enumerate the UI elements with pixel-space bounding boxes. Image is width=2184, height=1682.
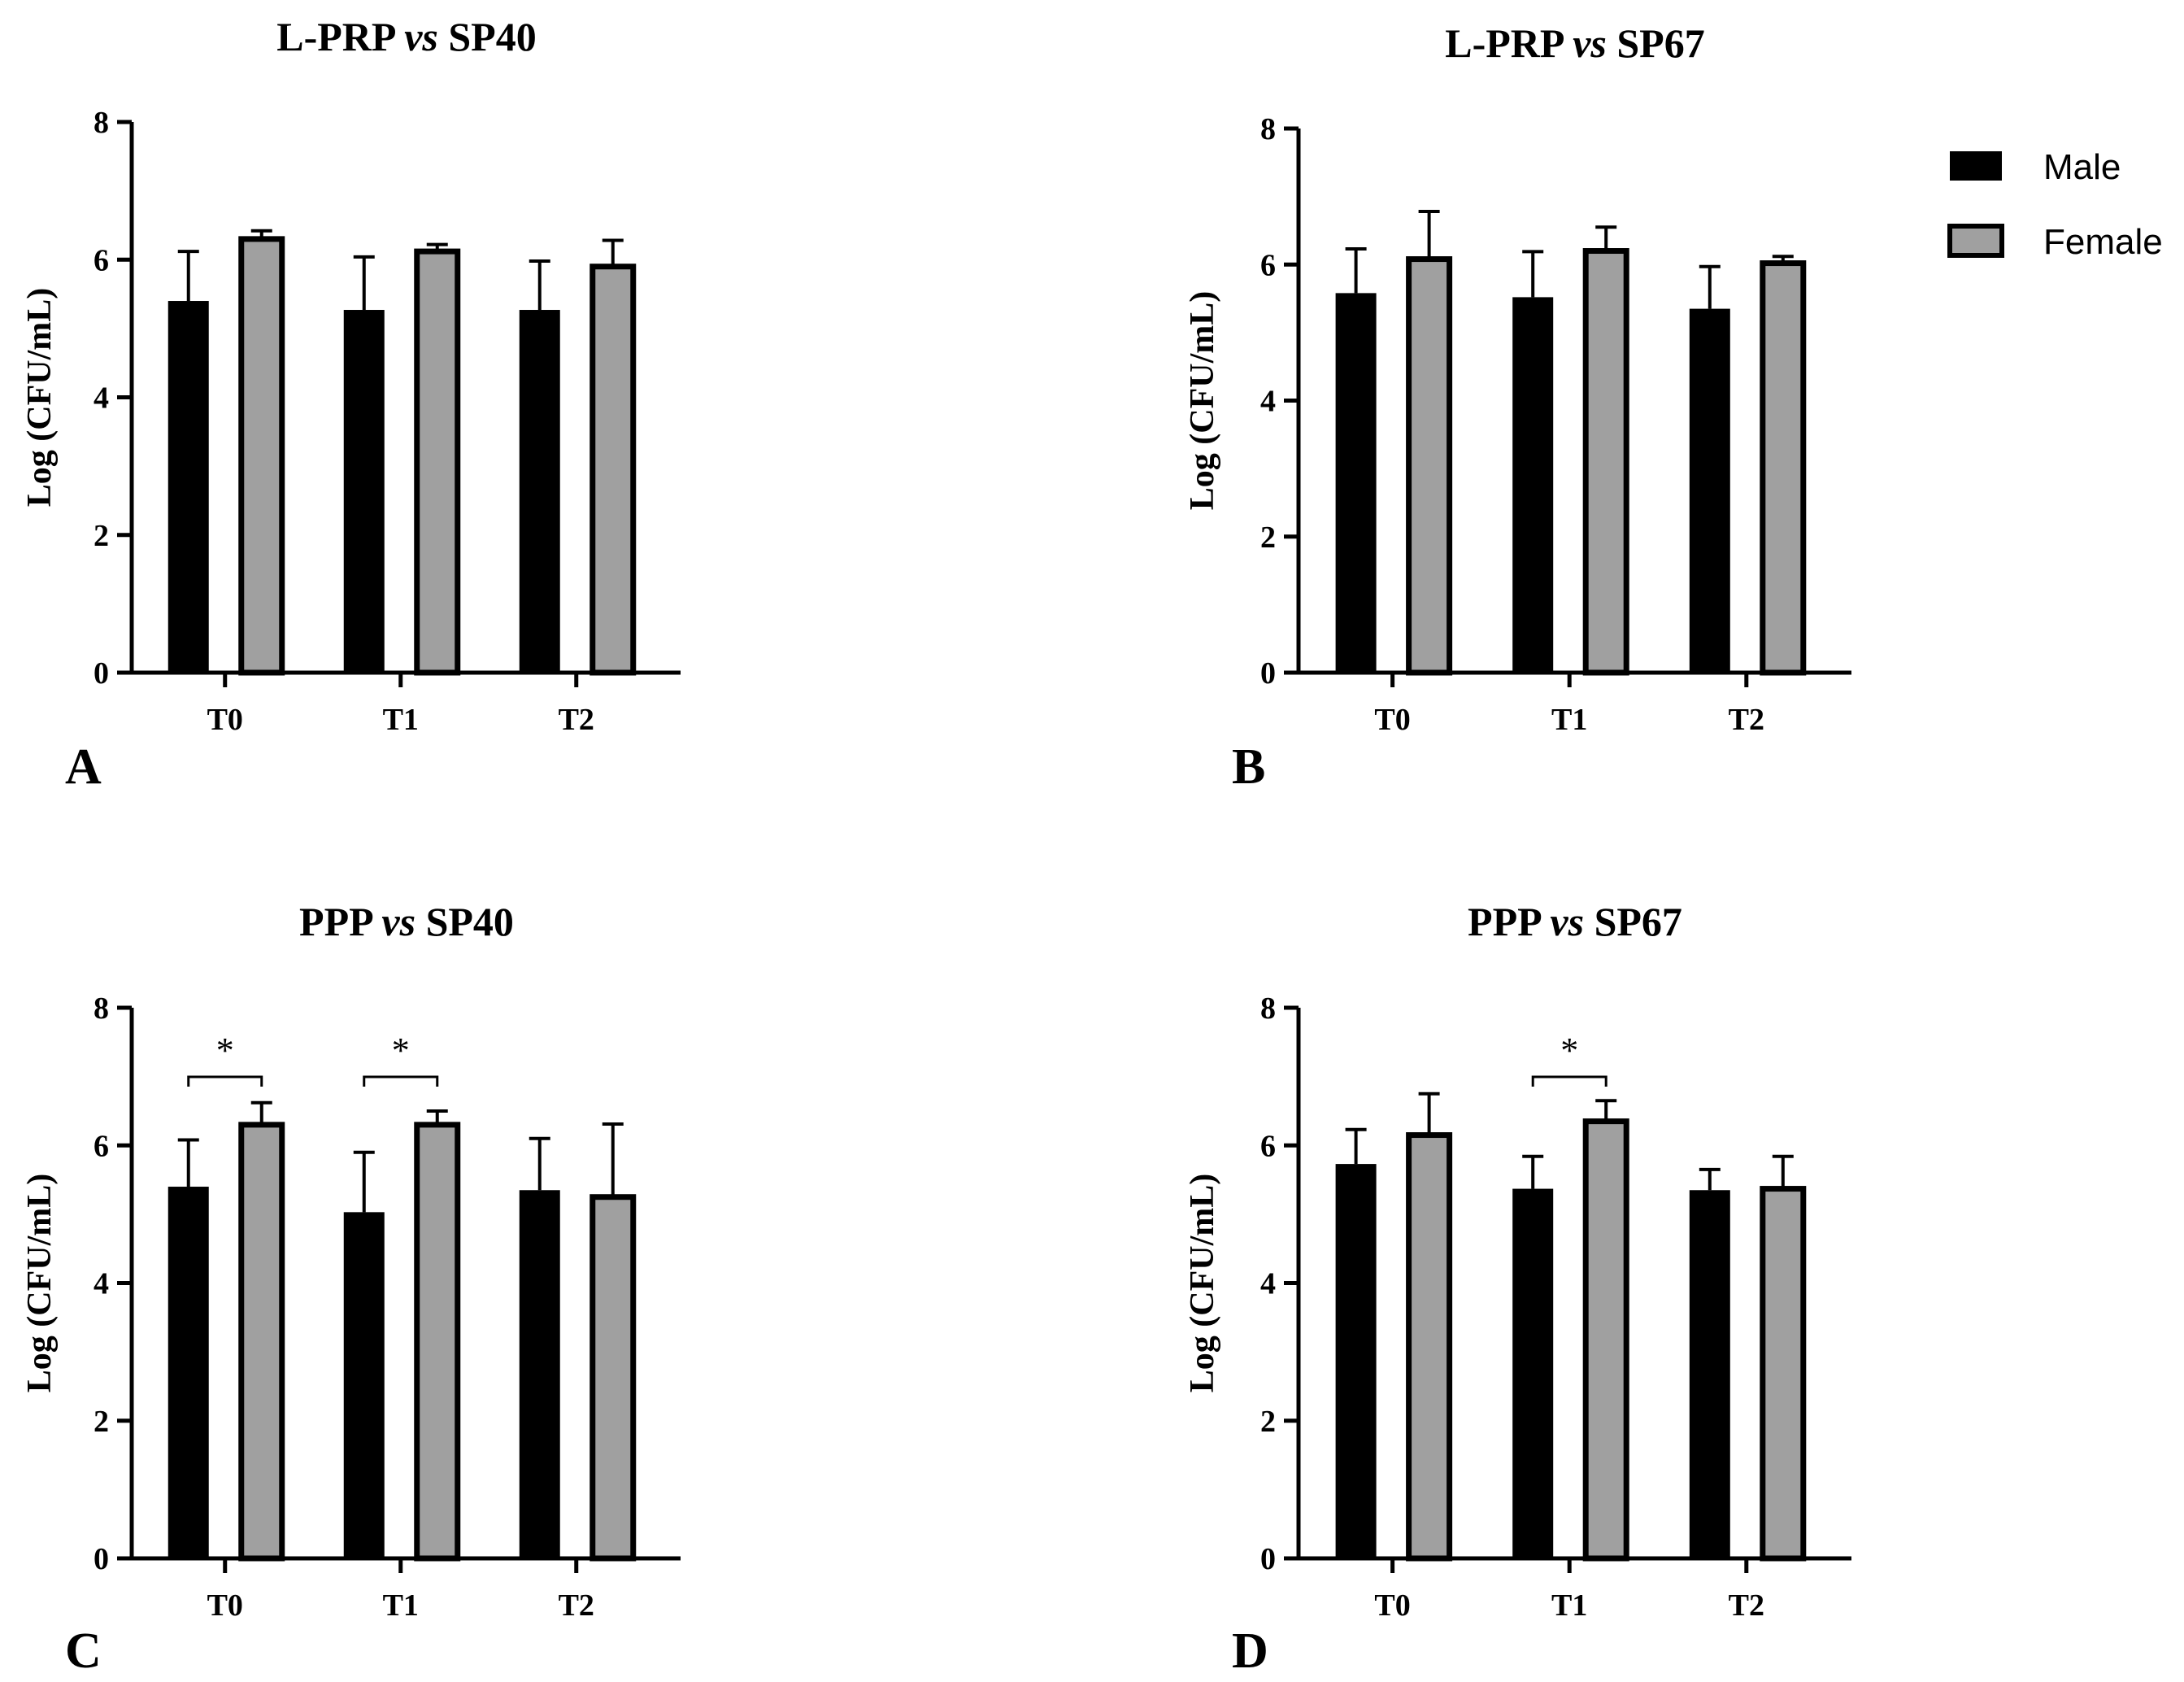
x-tick-label: T0	[207, 1588, 243, 1623]
bar-female-t2	[1760, 260, 1807, 676]
panel-c: PPP vs SP40 0 2 4 6 8 Log (CFU/mL) T0 T1 T2 * * C	[21, 899, 681, 1679]
y-tick-label: 0	[94, 656, 109, 691]
significance-star: *	[1560, 1031, 1578, 1070]
bar-female-t1	[1582, 248, 1629, 676]
y-tick-label: 8	[94, 106, 109, 140]
y-tick-label: 6	[1260, 248, 1276, 282]
x-tick-label: T2	[1729, 1588, 1764, 1623]
bar-male-t1	[1512, 1188, 1554, 1558]
y-tick-label: 4	[1260, 385, 1276, 419]
panel-label: D	[1232, 1623, 1268, 1679]
legend-label-male: Male	[2043, 147, 2121, 187]
chart-title: PPP vs SP40	[299, 899, 514, 944]
bar-female-t0	[1406, 256, 1453, 676]
y-tick-label: 0	[94, 1542, 109, 1576]
bar-male-t0	[167, 1187, 209, 1558]
bar-male-t2	[519, 310, 560, 673]
y-tick-label: 4	[94, 1267, 109, 1301]
y-tick-label: 8	[1260, 991, 1276, 1026]
x-tick-label: T2	[559, 1588, 594, 1623]
y-tick-label: 2	[1260, 521, 1276, 555]
title-pre: L-PRP	[276, 14, 404, 59]
significance-bracket	[363, 1075, 439, 1087]
y-axis-label: Log (CFU/mL)	[1184, 1174, 1221, 1392]
x-tick-label: T1	[1551, 1588, 1587, 1623]
significance-star: *	[392, 1031, 410, 1070]
x-tick-label: T0	[207, 703, 243, 737]
panel-label: B	[1232, 739, 1265, 795]
significance-bracket	[1531, 1075, 1608, 1087]
y-tick-label: 4	[1260, 1267, 1276, 1301]
y-tick-label: 0	[1260, 656, 1276, 691]
panel-d: PPP vs SP67 0 2 4 6 8 Log (CFU/mL) T0 T1 T2 * D	[1184, 899, 1851, 1679]
panel-a: L-PRP vs SP40 0 2 4 6 8 Log (CFU/mL) T0 T1 T2 A	[21, 14, 681, 795]
significance-star: *	[216, 1031, 234, 1070]
title-vs: vs	[1573, 20, 1607, 66]
title-pre: PPP	[299, 899, 381, 944]
panel-label: A	[65, 739, 102, 795]
title-post: SP40	[415, 899, 514, 944]
y-axis-label: Log (CFU/mL)	[21, 1174, 59, 1392]
bar-female-t0	[1406, 1132, 1453, 1562]
bar-male-t1	[1512, 297, 1554, 673]
chart-title: PPP vs SP67	[1468, 899, 1682, 944]
bar-female-t2	[590, 264, 637, 676]
bar-male-t2	[1689, 1190, 1730, 1558]
title-pre: PPP	[1468, 899, 1550, 944]
y-tick-label: 8	[94, 991, 109, 1026]
title-post: SP67	[1584, 899, 1682, 944]
y-tick-label: 6	[1260, 1129, 1276, 1163]
panel-label: C	[65, 1623, 102, 1679]
x-tick-label: T2	[1729, 703, 1764, 737]
legend-swatch-female	[1947, 224, 2004, 258]
x-tick-label: T2	[559, 703, 594, 737]
title-vs: vs	[404, 14, 438, 59]
significance-bracket	[187, 1075, 263, 1087]
x-tick-label: T0	[1374, 703, 1410, 737]
panel-b: L-PRP vs SP67 0 2 4 6 8 Log (CFU/mL) T0 T1 T2 B	[1184, 20, 1851, 795]
legend-swatch-male	[1950, 151, 2002, 181]
y-tick-label: 2	[1260, 1405, 1276, 1439]
bar-female-t2	[1760, 1186, 1807, 1562]
bar-female-t0	[238, 1122, 285, 1562]
bar-male-t0	[1335, 1164, 1377, 1558]
bar-male-t2	[1689, 308, 1730, 673]
bar-male-t0	[167, 301, 209, 673]
bar-male-t1	[343, 310, 385, 673]
y-tick-label: 2	[94, 1405, 109, 1439]
bar-male-t0	[1335, 293, 1377, 673]
bar-female-t0	[238, 236, 285, 676]
x-tick-label: T1	[1551, 703, 1587, 737]
y-tick-label: 2	[94, 519, 109, 553]
title-vs: vs	[381, 899, 415, 944]
y-axis-label: Log (CFU/mL)	[1184, 291, 1221, 510]
chart-title: L-PRP vs SP40	[276, 14, 536, 59]
x-tick-label: T1	[383, 1588, 419, 1623]
bar-female-t1	[414, 248, 461, 676]
y-axis-label: Log (CFU/mL)	[21, 288, 59, 507]
bar-female-t2	[590, 1194, 637, 1562]
title-pre: L-PRP	[1445, 20, 1573, 66]
y-tick-label: 6	[94, 243, 109, 277]
y-tick-label: 6	[94, 1129, 109, 1163]
title-post: SP40	[438, 14, 537, 59]
bar-female-t1	[414, 1122, 461, 1562]
y-tick-label: 8	[1260, 112, 1276, 146]
chart-title: L-PRP vs SP67	[1445, 20, 1704, 66]
bar-male-t1	[343, 1212, 385, 1558]
bar-female-t1	[1582, 1118, 1629, 1562]
title-vs: vs	[1550, 899, 1584, 944]
x-tick-label: T1	[383, 703, 419, 737]
x-tick-label: T0	[1374, 1588, 1410, 1623]
title-post: SP67	[1607, 20, 1705, 66]
legend: Male Female	[1947, 147, 2163, 262]
y-tick-label: 0	[1260, 1542, 1276, 1576]
legend-label-female: Female	[2043, 222, 2163, 262]
y-tick-label: 4	[94, 381, 109, 416]
bar-male-t2	[519, 1190, 560, 1558]
